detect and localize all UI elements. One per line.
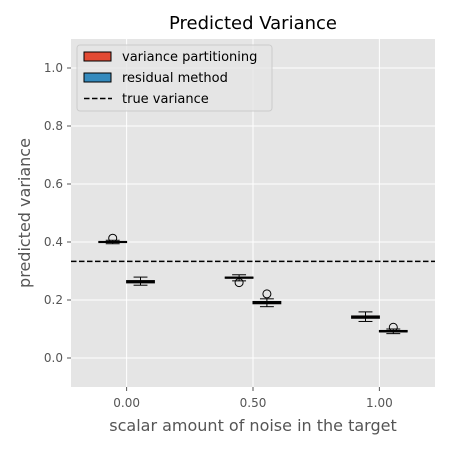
legend-label-residual-method: residual method: [122, 71, 228, 86]
box-group: [351, 311, 380, 322]
legend: variance partitioning residual method tr…: [76, 44, 273, 112]
legend-label-true-variance: true variance: [122, 92, 209, 107]
box-group: [378, 322, 408, 335]
flier-point: [388, 322, 398, 332]
chart-title: Predicted Variance: [169, 13, 337, 34]
y-tick-label: 0.8: [44, 119, 63, 133]
legend-label-variance-partitioning: variance partitioning: [122, 50, 257, 65]
flier-point: [262, 289, 272, 299]
y-tick-label: 0.4: [44, 235, 63, 249]
tick-labels-layer: 0.0 0.2 0.4 0.6 0.8 1.0 0.00 0.50 1.00: [44, 61, 393, 410]
legend-patch-variance-partitioning: [83, 51, 112, 62]
x-tick-label: 0.50: [240, 396, 267, 410]
box-group: [224, 274, 254, 288]
box-group: [98, 233, 128, 245]
box-group: [252, 289, 282, 308]
x-tick-label: 0.00: [113, 396, 140, 410]
flier-point: [234, 278, 244, 288]
x-tick-label: 1.00: [366, 396, 393, 410]
flier-point: [108, 233, 118, 243]
legend-frame: [76, 44, 273, 112]
legend-patch-residual-method: [83, 72, 112, 83]
y-axis-label: predicted variance: [15, 138, 34, 288]
y-tick-label: 0.2: [44, 293, 63, 307]
y-tick-label: 0.6: [44, 177, 63, 191]
y-tick-label: 1.0: [44, 61, 63, 75]
x-axis-label: scalar amount of noise in the target: [109, 416, 396, 435]
y-tick-label: 0.0: [44, 351, 63, 365]
box-group: [126, 276, 155, 286]
boxes-layer: [98, 233, 408, 335]
